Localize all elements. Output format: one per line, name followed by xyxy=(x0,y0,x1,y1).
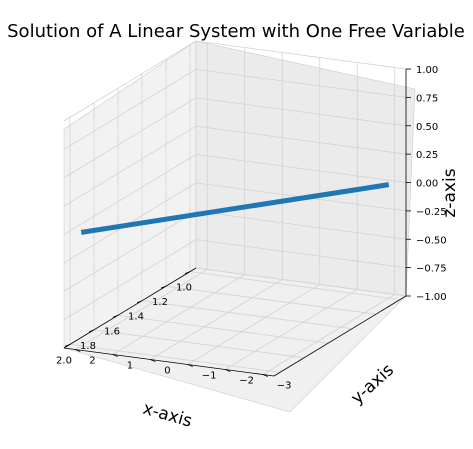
x-tick-label: 2.0 xyxy=(56,355,72,366)
x-tick-label: 1.0 xyxy=(176,283,192,294)
x-tick-mark xyxy=(184,271,191,275)
grid-lines xyxy=(63,40,407,375)
z-grid-line xyxy=(195,154,407,183)
z-grid-line xyxy=(63,239,197,320)
chart-title: Solution of A Linear System with One Fre… xyxy=(7,21,465,42)
x-tick-mark xyxy=(64,343,71,347)
x-tick-label: 1.6 xyxy=(104,326,120,337)
back-pane xyxy=(195,40,416,297)
y-grid-line xyxy=(112,274,245,355)
z-grid-line xyxy=(195,125,407,155)
x-tick-label: 1.2 xyxy=(152,297,168,308)
x-axis-label: x-axis xyxy=(140,399,194,432)
x-grid-line xyxy=(69,343,281,373)
y-tick-mark xyxy=(150,359,156,362)
y-tick-label: 0 xyxy=(164,366,170,377)
z-tick-label: 0.25 xyxy=(416,150,438,161)
y-tick-label: −2 xyxy=(239,376,254,387)
series xyxy=(80,182,390,235)
y-tick-mark xyxy=(225,369,231,372)
tick-labels: 1.0 1.2 1.4 1.6 1.8 2.0 −3 −2 −1 0 1 2 −1.00 −0.75 −0.… xyxy=(56,65,447,392)
y-grid-line xyxy=(262,294,395,375)
x-tick-mark xyxy=(88,329,95,333)
x-tick-mark xyxy=(112,314,119,318)
y-grid-line xyxy=(225,289,358,370)
x-tick-mark xyxy=(136,300,143,304)
y-tick-label: 1 xyxy=(127,361,133,372)
x-axis-line xyxy=(63,267,197,349)
x-grid-line xyxy=(141,300,353,330)
x-tick-label: 1.4 xyxy=(128,312,144,323)
y-tick-label: −1 xyxy=(202,371,217,382)
x-tick-mark xyxy=(160,285,167,289)
z-grid-line xyxy=(195,267,407,297)
y-tick-mark xyxy=(187,364,193,367)
y-axis-label: y-axis xyxy=(347,360,398,408)
z-grid-line xyxy=(195,68,407,98)
z-grid-line xyxy=(63,69,197,150)
z-tick-label: 0.75 xyxy=(416,93,438,104)
z-tick-label: 1.00 xyxy=(416,65,438,76)
z-axis-label: z-axis xyxy=(440,168,460,217)
z-grid-line xyxy=(195,97,407,127)
z-tick-label: 0.50 xyxy=(416,122,438,133)
z-grid-line xyxy=(63,97,197,179)
x-grid-line xyxy=(189,271,401,301)
z-grid-line xyxy=(195,239,407,269)
z-grid-line xyxy=(63,210,197,292)
x-grid-line xyxy=(117,314,329,344)
y-tick-mark xyxy=(75,349,81,352)
y-axis-line xyxy=(63,347,275,377)
z-grid-line xyxy=(195,40,407,70)
y-grid-line xyxy=(187,284,320,365)
y-tick-mark xyxy=(262,374,268,377)
y-tick-label: −3 xyxy=(277,381,292,392)
axes xyxy=(63,68,411,377)
z-tick-label: −0.75 xyxy=(416,264,447,275)
y-grid-line xyxy=(150,279,283,360)
z-tick-label: −0.25 xyxy=(416,207,447,218)
x-tick-label: 1.8 xyxy=(80,341,96,352)
z-tick-label: 0.00 xyxy=(416,179,438,190)
z-tick-label: −1.00 xyxy=(416,292,447,303)
z-grid-line xyxy=(195,210,407,240)
z-grid-line xyxy=(63,125,197,207)
x-grid-line xyxy=(93,329,305,359)
z-grid-line xyxy=(63,40,197,122)
x-axis-line xyxy=(273,295,407,377)
y-tick-label: 2 xyxy=(89,356,95,367)
z-tick-label: −0.50 xyxy=(416,235,447,246)
y-grid-line xyxy=(75,269,208,350)
x-grid-line xyxy=(165,285,377,315)
y-tick-mark xyxy=(112,354,118,357)
solution-line xyxy=(80,182,390,235)
z-grid-line xyxy=(63,154,197,235)
